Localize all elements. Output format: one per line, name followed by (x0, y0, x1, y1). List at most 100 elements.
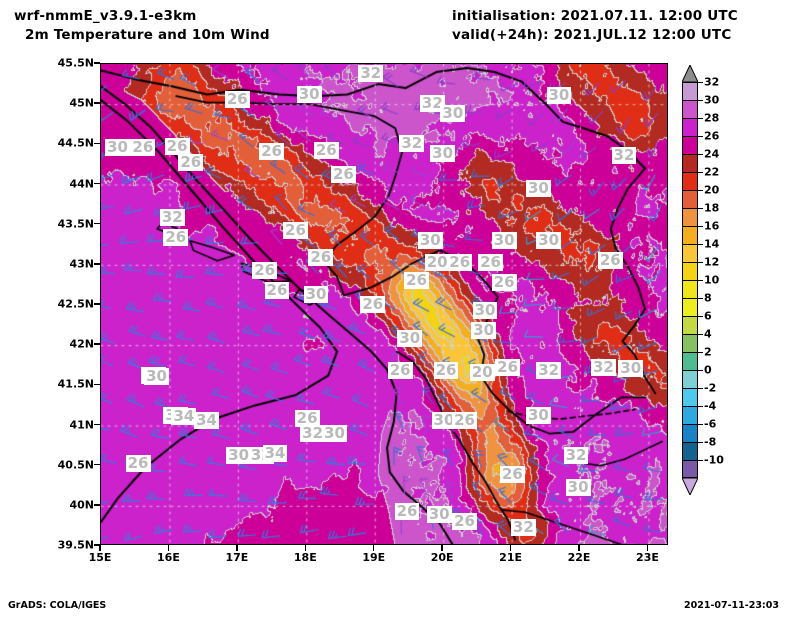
contour-value-label: 30 (491, 230, 517, 249)
colorbar-label: -8 (704, 435, 717, 449)
contour-value-label: 30 (397, 328, 423, 347)
contour-value-label: 32 (300, 423, 326, 442)
colorbar-band[interactable] (682, 154, 698, 172)
colorbar-band[interactable] (682, 460, 698, 478)
y-axis-label: 43.5N (57, 217, 94, 231)
contour-value-label: 32 (590, 357, 616, 376)
y-axis-tick (94, 182, 100, 185)
contour-value-label: 30 (525, 178, 551, 197)
y-axis-label: 42.5N (57, 297, 94, 311)
contour-value-label: 30 (536, 230, 562, 249)
y-axis-label: 39.5N (57, 538, 94, 552)
colorbar-band[interactable] (682, 406, 698, 424)
contour-value-label: 34 (171, 407, 197, 426)
x-axis-label: 22E (567, 551, 591, 564)
colorbar-label: 20 (704, 183, 720, 197)
colorbar-band[interactable] (682, 172, 698, 190)
contour-value-label: 26 (130, 138, 156, 157)
colorbar-under-arrow (681, 477, 699, 499)
colorbar[interactable] (682, 82, 698, 478)
colorbar-label: 0 (704, 363, 712, 377)
colorbar-band[interactable] (682, 226, 698, 244)
contour-value-label: 26 (252, 261, 278, 280)
y-axis-label: 44N (69, 177, 94, 190)
colorbar-band[interactable] (682, 262, 698, 280)
colorbar-label: 26 (704, 129, 720, 143)
colorbar-label: 10 (704, 273, 720, 287)
colorbar-label: 4 (704, 327, 712, 341)
contour-value-label: 30 (426, 505, 452, 524)
contour-value-label: 30 (565, 478, 591, 497)
y-axis-tick (94, 504, 100, 506)
colorbar-band[interactable] (682, 442, 698, 460)
colorbar-band[interactable] (682, 118, 698, 136)
colorbar-tick (698, 154, 703, 156)
contour-value-label: 26 (283, 221, 308, 240)
colorbar-band[interactable] (682, 334, 698, 352)
contour-value-label: 26 (447, 253, 473, 272)
colorbar-label: 14 (704, 237, 720, 251)
contour-value-label: 32 (510, 518, 536, 537)
colorbar-band[interactable] (682, 316, 698, 334)
colorbar-tick (698, 316, 703, 318)
contour-value-label: 30 (303, 285, 329, 304)
colorbar-tick (698, 280, 703, 282)
contour-value-label: 30 (296, 84, 322, 103)
y-axis-label: 45N (69, 96, 94, 110)
contour-value-label: 30 (430, 143, 456, 162)
y-axis-tick (94, 423, 100, 426)
colorbar-band[interactable] (682, 190, 698, 208)
x-axis-label: 17E (225, 551, 249, 564)
x-axis-tick (167, 545, 170, 551)
colorbar-tick (698, 190, 703, 192)
y-axis-label: 40N (69, 498, 94, 512)
x-axis-tick (509, 545, 512, 551)
colorbar-tick (698, 100, 703, 102)
model-title: wrf-nmmE_v3.9.1-e3km (14, 8, 197, 24)
colorbar-label: 2 (704, 345, 712, 359)
y-axis-tick (94, 463, 100, 466)
colorbar-band[interactable] (682, 370, 698, 388)
contour-value-label: 26 (495, 357, 521, 376)
colorbar-over-arrow (681, 63, 699, 83)
colorbar-band[interactable] (682, 82, 698, 100)
colorbar-band[interactable] (682, 280, 698, 298)
colorbar-tick (698, 424, 703, 426)
map-plot-area[interactable]: 30 26 26 26 32 26 26 26 26 26 26 26 26 26 30 32 30 32 30 30… (100, 63, 668, 545)
contour-value-label: 26 (224, 90, 250, 109)
valid-time: valid(+24h): 2021.JUL.12 12:00 UTC (452, 27, 732, 43)
contour-value-label: 26 (478, 253, 503, 272)
x-axis-label: 15E (88, 551, 112, 564)
y-axis-label: 43N (69, 257, 94, 271)
contour-value-label: 30 (417, 230, 443, 249)
contour-value-label: 26 (163, 228, 189, 247)
colorbar-tick (698, 82, 703, 84)
colorbar-band[interactable] (682, 100, 698, 118)
x-axis-label: 16E (157, 551, 180, 564)
colorbar-tick (698, 172, 703, 174)
y-axis-tick (94, 62, 100, 64)
colorbar-label: -6 (704, 417, 717, 431)
colorbar-band[interactable] (682, 388, 698, 406)
colorbar-band[interactable] (682, 136, 698, 154)
contour-value-label: 26 (259, 142, 284, 161)
contour-value-label: 26 (433, 360, 459, 379)
contour-value-label: 30 (105, 138, 130, 157)
contour-value-label: 30 (618, 359, 644, 378)
contour-value-label: 20 (469, 363, 495, 382)
contour-value-label: 26 (404, 270, 430, 289)
colorbar-band[interactable] (682, 424, 698, 442)
contour-value-label: 30 (431, 411, 457, 430)
contour-value-label: 32 (399, 134, 425, 153)
colorbar-band[interactable] (682, 244, 698, 262)
initialisation-time: initialisation: 2021.07.11. 12:00 UTC (452, 8, 738, 24)
y-axis-label: 41.5N (57, 377, 94, 391)
colorbar-label: 32 (704, 75, 720, 89)
contour-value-label: 26 (452, 411, 477, 430)
colorbar-band[interactable] (682, 298, 698, 316)
colorbar-band[interactable] (682, 352, 698, 370)
colorbar-band[interactable] (682, 208, 698, 226)
colorbar-label: 18 (704, 201, 720, 215)
colorbar-tick (698, 244, 703, 246)
